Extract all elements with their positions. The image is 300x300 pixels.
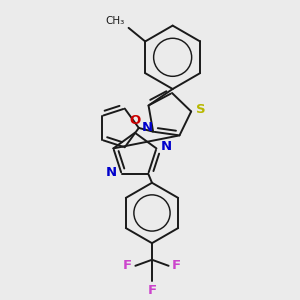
Text: N: N <box>142 122 153 134</box>
Text: N: N <box>106 166 117 179</box>
Text: F: F <box>147 284 157 297</box>
Text: S: S <box>196 103 205 116</box>
Text: F: F <box>123 259 132 272</box>
Text: O: O <box>129 115 140 128</box>
Text: N: N <box>161 140 172 153</box>
Text: CH₃: CH₃ <box>106 16 125 26</box>
Text: F: F <box>172 259 181 272</box>
